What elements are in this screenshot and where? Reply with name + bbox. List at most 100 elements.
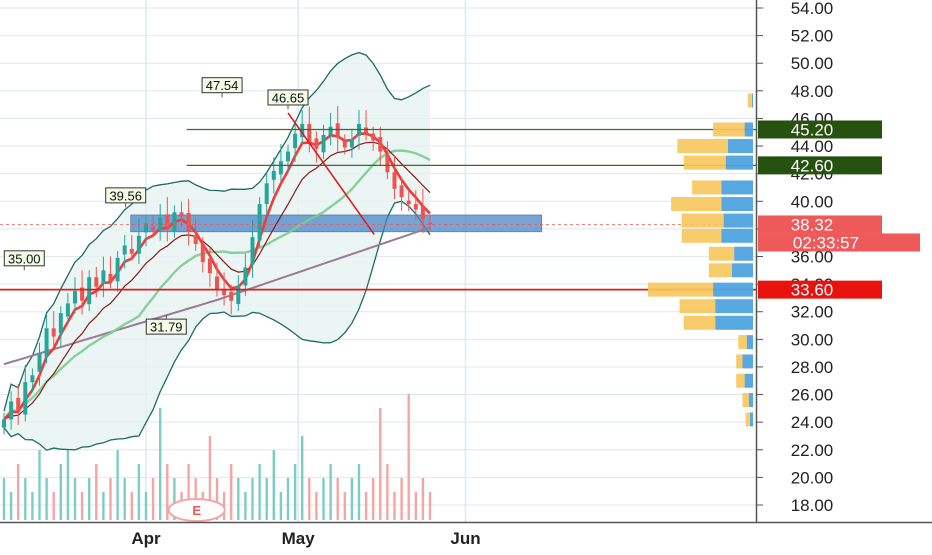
volume-bar bbox=[88, 478, 91, 520]
volume-bar bbox=[144, 492, 148, 520]
price-tick-label: 24.00 bbox=[791, 413, 834, 432]
countdown-tag bbox=[758, 233, 920, 252]
candle-body bbox=[115, 257, 120, 282]
candle-body bbox=[222, 289, 227, 296]
candle-body bbox=[136, 235, 141, 254]
profile-sell-bar bbox=[715, 299, 753, 314]
profile-buy-bar bbox=[679, 299, 716, 314]
candle-body bbox=[293, 133, 298, 149]
volume-bar bbox=[159, 408, 162, 520]
volume-bar bbox=[400, 478, 403, 520]
price-callout-label: 35.00 bbox=[8, 251, 41, 266]
candle-body bbox=[406, 200, 411, 205]
last-price-tag bbox=[758, 215, 882, 234]
zone-layer bbox=[130, 214, 543, 233]
level-tag bbox=[758, 280, 882, 299]
profile-buy-bar bbox=[683, 155, 726, 170]
candle-body bbox=[413, 204, 418, 210]
candle-body bbox=[264, 183, 269, 205]
candle-body bbox=[229, 291, 234, 301]
candle-body bbox=[328, 126, 333, 136]
volume-bar bbox=[187, 464, 190, 520]
volume-bar bbox=[414, 492, 417, 520]
candle-body bbox=[158, 217, 163, 231]
annotations-layer: 47.54 46.65 39.56 35.00 31.79 E bbox=[3, 77, 309, 522]
candle-body bbox=[44, 328, 49, 357]
candle-body bbox=[65, 303, 70, 317]
volume-bar bbox=[80, 492, 84, 520]
profile-buy-bar bbox=[738, 335, 747, 350]
candle-body bbox=[271, 170, 276, 180]
volume-bar bbox=[17, 464, 20, 520]
candle-body bbox=[314, 138, 319, 149]
profile-sell-bar bbox=[725, 155, 753, 170]
volume-bar bbox=[166, 464, 169, 520]
candle-body bbox=[428, 222, 432, 225]
candle-body bbox=[236, 285, 241, 305]
candle-body bbox=[392, 172, 397, 189]
candle-body bbox=[51, 328, 56, 337]
volume-bar bbox=[279, 492, 283, 520]
profile-buy-bar bbox=[677, 139, 728, 154]
earnings-marker bbox=[167, 498, 226, 522]
candle-body bbox=[335, 123, 340, 138]
bollinger-lower bbox=[3, 200, 431, 451]
sma-20-line bbox=[3, 149, 431, 421]
candle-body bbox=[243, 267, 248, 286]
candle-body bbox=[193, 235, 198, 245]
profile-buy-bar bbox=[681, 213, 724, 228]
profile-sell-bar bbox=[723, 213, 753, 228]
candle-body bbox=[399, 185, 404, 198]
volume-bar bbox=[95, 464, 98, 520]
candle-body bbox=[87, 277, 92, 305]
candle-body bbox=[108, 273, 113, 282]
profile-sell-bar bbox=[721, 197, 753, 212]
volume-bar bbox=[151, 478, 155, 520]
volume-bar bbox=[38, 450, 41, 520]
candle-body bbox=[278, 161, 283, 175]
volume-bar bbox=[73, 478, 77, 520]
volume-bar bbox=[258, 464, 261, 520]
profile-buy-bar bbox=[692, 180, 722, 195]
candle-body bbox=[80, 287, 85, 301]
price-tick-label: 48.00 bbox=[791, 82, 834, 101]
candle-body bbox=[321, 135, 326, 153]
volume-bar bbox=[116, 450, 119, 520]
earnings-marker-label: E bbox=[192, 503, 201, 518]
candle-body bbox=[215, 276, 219, 290]
bollinger-upper bbox=[3, 51, 431, 412]
volume-bar bbox=[379, 408, 382, 520]
profile-sell-bar bbox=[749, 412, 753, 427]
volume-bar bbox=[336, 478, 339, 520]
candle-body bbox=[73, 291, 77, 304]
price-tick-label: 26.00 bbox=[791, 386, 834, 405]
candle-body bbox=[122, 245, 127, 255]
price-tick-label: 18.00 bbox=[791, 496, 834, 515]
level-tag-label: 33.60 bbox=[791, 281, 834, 300]
candle-body bbox=[172, 212, 177, 231]
profile-buy-bar bbox=[683, 315, 716, 330]
candle-body bbox=[286, 151, 290, 162]
candle-body bbox=[200, 244, 205, 263]
profile-buy-bar bbox=[681, 228, 722, 243]
profile-sell-bar bbox=[746, 335, 753, 350]
profile-sell-bar bbox=[715, 315, 753, 330]
candle-body bbox=[207, 258, 212, 274]
volume-bar bbox=[393, 492, 396, 520]
candle-body bbox=[23, 382, 28, 415]
volume-bar bbox=[2, 478, 6, 520]
price-tick-label: 28.00 bbox=[791, 358, 834, 377]
candle-body bbox=[94, 277, 99, 287]
volume-bar bbox=[251, 478, 254, 520]
price-tick-label: 30.00 bbox=[791, 330, 834, 349]
profile-sell-bar bbox=[742, 354, 753, 369]
candle-body bbox=[37, 353, 42, 372]
candle-body bbox=[257, 204, 262, 241]
volume-bar bbox=[123, 478, 126, 520]
volume-bar bbox=[357, 464, 361, 520]
level-tag-label: 45.20 bbox=[791, 120, 834, 139]
profile-buy-bar bbox=[742, 393, 749, 408]
volume-bar bbox=[322, 478, 325, 520]
